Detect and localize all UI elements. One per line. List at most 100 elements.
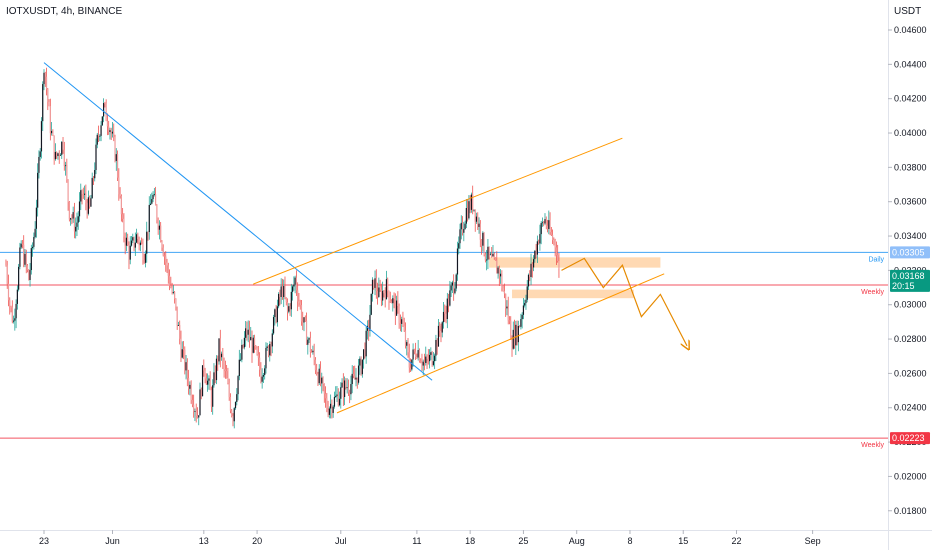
candle-body	[382, 290, 384, 301]
candle-body	[207, 380, 209, 385]
candle-body	[141, 242, 143, 244]
candle-body	[480, 239, 483, 246]
candle-body	[80, 190, 82, 202]
projection-path[interactable]	[561, 257, 688, 346]
candle-body	[205, 378, 207, 385]
candle-body	[421, 362, 423, 366]
candle-body	[280, 286, 282, 298]
candle-body	[160, 225, 162, 242]
candle-body	[308, 338, 310, 340]
candle-body	[345, 380, 347, 388]
candle-body	[328, 408, 330, 415]
candle-body	[288, 306, 290, 312]
candle-body	[122, 214, 124, 219]
candle-body	[61, 141, 63, 155]
candle-body	[12, 320, 15, 322]
trendline-downtrend[interactable]	[43, 62, 433, 381]
candle-body	[464, 223, 466, 230]
candle-body	[299, 302, 301, 306]
candle-body	[290, 291, 292, 310]
candle-body	[234, 401, 237, 409]
candle-body	[223, 360, 225, 370]
candle-body	[246, 328, 248, 335]
candle-body	[172, 292, 174, 293]
candle-body	[29, 270, 31, 280]
candle-body	[289, 306, 291, 310]
candle-body	[347, 387, 349, 393]
y-tick-label: 0.04200	[894, 94, 927, 104]
lower-zone[interactable]	[512, 289, 634, 299]
candle-body	[295, 277, 297, 291]
candle-body	[201, 365, 204, 397]
candle-body	[134, 242, 136, 248]
candle-body	[550, 232, 552, 235]
candle-body	[113, 131, 115, 137]
candle-body	[403, 325, 405, 331]
candle-body	[327, 409, 329, 415]
candle-body	[397, 300, 399, 306]
candle-body	[128, 245, 130, 260]
trendline-channel-lower[interactable]	[336, 273, 665, 414]
candle-body	[167, 265, 169, 276]
candle-body	[59, 154, 62, 156]
candle-body	[293, 284, 295, 287]
level-name-1: Weekly	[861, 289, 884, 296]
candle-body	[354, 375, 356, 380]
candle-body	[92, 177, 95, 179]
candle-body	[557, 255, 559, 262]
candle-body	[163, 255, 166, 257]
candle-body	[487, 246, 489, 260]
level-name-0: Daily	[868, 256, 884, 263]
candle-body	[502, 288, 504, 291]
candle-countdown: 20:15	[892, 281, 915, 291]
candle-body	[142, 243, 144, 261]
candle-body	[37, 172, 39, 208]
candle-body	[534, 250, 536, 260]
candle-body	[177, 325, 180, 326]
current-price-badge	[890, 269, 930, 292]
candle-body	[120, 195, 122, 215]
candle-body	[459, 229, 461, 244]
candle-body	[323, 383, 325, 394]
candle-body	[492, 253, 494, 257]
candle-body	[500, 273, 502, 277]
trendline-channel-upper[interactable]	[253, 137, 623, 285]
candle-body	[63, 149, 65, 167]
candle-body	[455, 274, 457, 289]
candle-body	[241, 344, 243, 360]
candle-body	[90, 198, 92, 207]
candle-body	[139, 242, 141, 246]
candle-body	[269, 344, 271, 356]
candle-body	[237, 376, 239, 395]
candle-body	[355, 377, 357, 380]
x-tick-label: 13	[199, 536, 209, 546]
candle-body	[340, 387, 342, 399]
candle-body	[168, 275, 171, 286]
candle-body	[394, 298, 396, 316]
candle-body	[360, 358, 362, 375]
candle-body	[526, 286, 528, 300]
symbol-title[interactable]: IOTXUSDT, 4h, BINANCE	[6, 6, 123, 17]
candle-body	[220, 353, 223, 358]
candle-body	[427, 358, 429, 362]
candle-body	[204, 370, 206, 379]
candle-body	[75, 226, 77, 232]
candle-body	[420, 361, 422, 363]
candle-body	[407, 342, 409, 353]
candle-body	[191, 399, 193, 405]
candle-body	[34, 228, 36, 238]
candle-body	[408, 352, 410, 368]
candle-body	[416, 357, 418, 358]
candle-body	[311, 351, 313, 353]
candle-body	[123, 218, 125, 237]
candle-body	[309, 338, 311, 352]
candle-body	[470, 194, 473, 210]
upper-zone[interactable]	[489, 257, 661, 268]
candle-body	[291, 286, 294, 292]
candle-body	[341, 382, 343, 388]
candle-body	[371, 279, 374, 294]
candle-body	[493, 253, 495, 259]
candle-body	[444, 311, 446, 314]
